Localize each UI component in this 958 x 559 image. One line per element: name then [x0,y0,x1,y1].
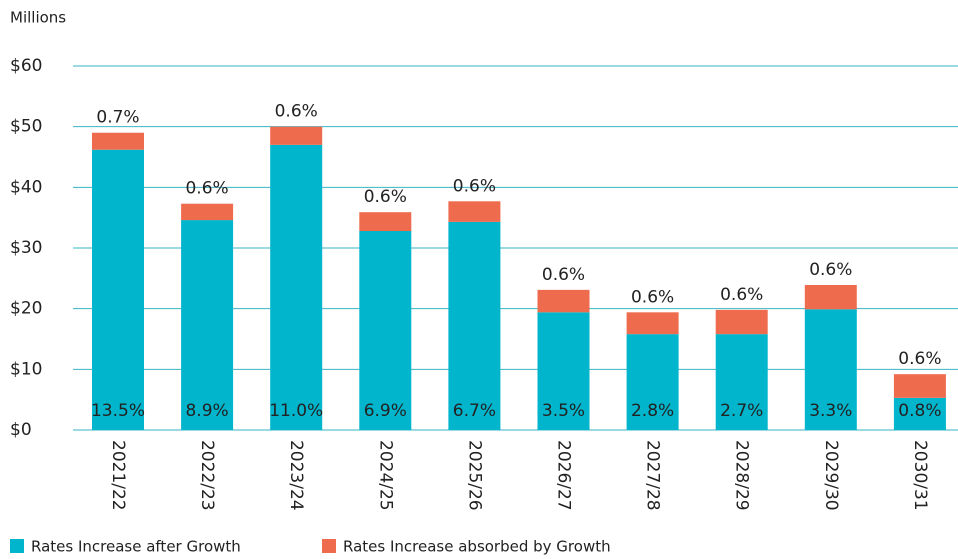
x-tick-label: 2026/27 [554,440,574,511]
x-tick-label: 2021/22 [108,440,128,511]
top-label: 0.6% [275,102,318,122]
x-tick-label: 2023/24 [286,440,306,511]
inner-label: 3.5% [542,401,585,421]
x-tick-label: 2022/23 [197,440,217,511]
legend-swatch [322,539,336,553]
y-axis-label: Millions [10,9,66,27]
bar-segment [626,312,679,335]
bar-segment [715,309,768,335]
legend-label: Rates Increase after Growth [31,538,241,556]
bar-segment [804,309,857,430]
y-tick-label: $20 [10,299,42,319]
x-tick-label: 2027/28 [643,440,663,511]
x-tick-label: 2028/29 [732,440,752,511]
top-label: 0.7% [96,108,139,128]
top-label: 0.6% [453,176,496,196]
y-tick-label: $60 [10,56,42,76]
top-label: 0.6% [720,285,763,305]
inner-label: 0.8% [898,401,941,421]
bar-segment [359,231,412,430]
y-tick-label: $40 [10,177,42,197]
bar-segment [448,221,501,430]
bar-segment [181,220,234,430]
legend-swatch [10,539,24,553]
x-tick-label: 2029/30 [821,440,841,511]
bar-segment [92,132,144,150]
y-tick-label: $30 [10,238,42,258]
top-label: 0.6% [631,287,674,307]
x-tick-label: 2024/25 [375,440,395,511]
top-label: 0.6% [809,260,852,280]
inner-label: 11.0% [269,401,323,421]
top-label: 0.6% [542,265,585,285]
bar-segment [537,289,590,313]
y-tick-label: $10 [10,359,42,379]
inner-label: 8.9% [185,401,228,421]
bar-segment [448,201,501,222]
bar-segment [537,312,590,430]
inner-label: 6.7% [453,401,496,421]
bar-segment [92,149,144,430]
top-label: 0.6% [364,187,407,207]
y-tick-label: $0 [10,420,32,440]
inner-label: 3.3% [809,401,852,421]
inner-label: 2.7% [720,401,763,421]
bar-segment [715,334,768,430]
inner-label: 6.9% [364,401,407,421]
bar-segment [804,285,857,310]
bar-segment [893,374,946,398]
bar-segment [270,126,323,145]
bar-segment [359,212,412,232]
legend-label: Rates Increase absorbed by Growth [343,538,611,556]
top-label: 0.6% [185,179,228,199]
inner-label: 2.8% [631,401,674,421]
bar-segment [270,144,323,430]
bar-segment [626,334,679,430]
x-tick-label: 2030/31 [910,440,930,511]
y-tick-label: $50 [10,117,42,137]
bar-segment [181,203,234,221]
bar-segment [893,397,946,430]
x-tick-label: 2025/26 [464,440,484,511]
inner-label: 13.5% [91,401,145,421]
top-label: 0.6% [898,349,941,369]
